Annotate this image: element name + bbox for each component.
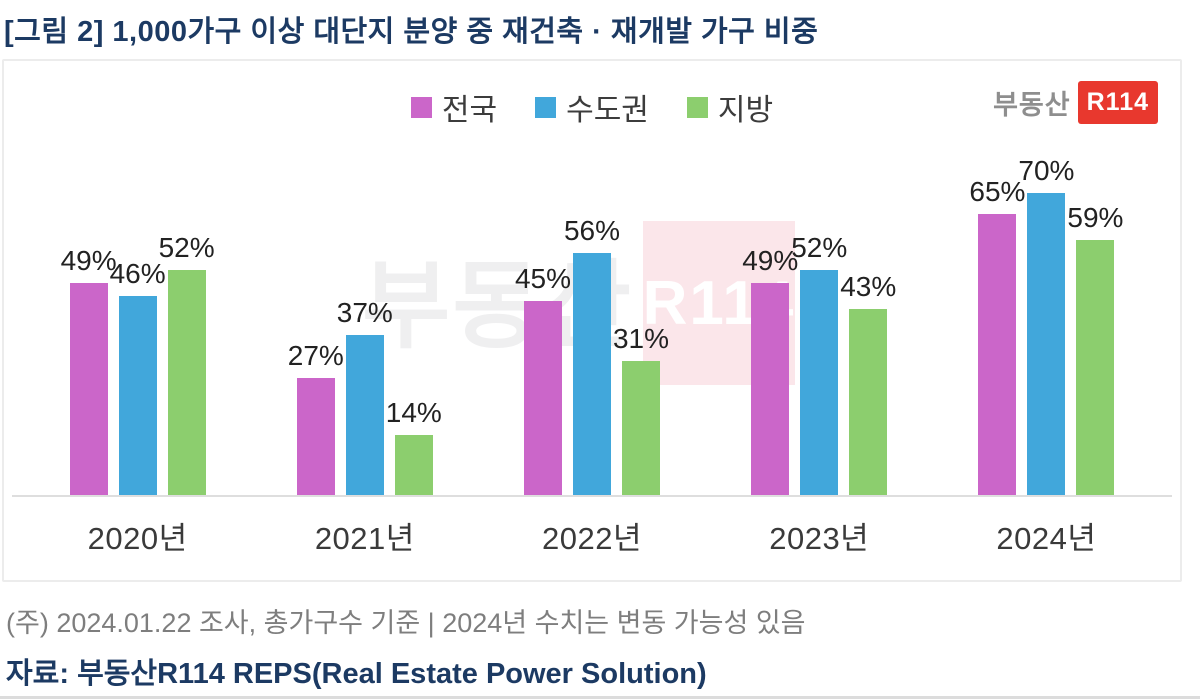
legend-label: 전국 [441,94,498,127]
bar-지방-2020년 [167,270,206,495]
bar-wrap: 45% [515,63,571,495]
brand-logo: 부동산 R114 [993,81,1158,124]
legend-item-1: 수도권 [535,85,649,129]
bar-수도권-2020년 [118,296,157,495]
bar-wrap: 70% [1018,63,1074,495]
x-axis-label-3: 2023년 [769,521,870,556]
bar-value-label: 43% [840,271,897,303]
bar-wrap: 37% [337,63,393,495]
bar-wrap: 14% [386,63,442,495]
legend-label: 지방 [717,94,774,127]
legend-item-0: 전국 [410,85,498,129]
bar-지방-2024년 [1076,240,1115,495]
legend-label: 수도권 [566,94,649,127]
bar-wrap: 27% [288,63,344,495]
bar-value-label: 46% [109,258,166,290]
bar-전국-2022년 [524,300,562,495]
bar-value-label: 27% [287,340,344,372]
brand-logo-text: 부동산 [993,90,1071,120]
x-axis-label-4: 2024년 [996,521,1097,556]
bar-wrap: 59% [1067,63,1123,495]
bar-group-2020년: 49% 46% 52% [24,63,251,495]
bar-수도권-2021년 [345,335,384,495]
bar-value-label: 45% [514,262,572,294]
bar-지방-2023년 [849,309,888,495]
chart-frame: 부동산 R114 전국 수도권 지방 부동산 R114 49% 46% 52% 27% 37… [2,59,1182,582]
bar-지방-2022년 [622,361,660,495]
bar-wrap: 49% [61,63,117,495]
bar-value-label: 49% [742,245,799,277]
bar-value-label: 56% [563,215,621,247]
bar-value-label: 37% [336,297,393,329]
bar-wrap: 56% [564,63,620,495]
bar-wrap: 52% [791,63,847,495]
bar-수도권-2023년 [800,270,839,495]
bar-group-2021년: 27% 37% 14% [251,63,478,495]
bar-전국-2021년 [296,378,335,495]
bar-wrap: 49% [742,63,798,495]
x-axis-line [12,495,1172,497]
bar-전국-2023년 [751,283,790,495]
legend-swatch-icon [535,96,557,118]
bar-value-label: 52% [158,232,215,264]
bar-value-label: 52% [791,232,848,264]
bar-group-2023년: 49% 52% 43% [706,63,933,495]
source-line: 자료: 부동산R114 REPS(Real Estate Power Solut… [6,658,707,690]
bar-wrap: 52% [159,63,215,495]
bar-전국-2020년 [69,283,108,495]
bottom-divider [0,696,1200,699]
plot-area: 49% 46% 52% 27% 37% 14% 45% 56% 31% 49% 52% 43% 65% 7… [24,63,1160,495]
x-axis-labels: 2020년 2021년 2022년 2023년 2024년 [24,513,1160,558]
legend-item-2: 지방 [686,85,774,129]
bar-wrap: 43% [840,63,896,495]
legend-swatch-icon [410,96,432,118]
bar-value-label: 14% [385,396,442,428]
bar-value-label: 59% [1067,202,1124,234]
bar-수도권-2024년 [1027,192,1066,495]
bar-수도권-2022년 [573,253,611,495]
footnote: (주) 2024.01.22 조사, 총가구수 기준 | 2024년 수치는 변… [6,608,806,638]
page-title: [그림 2] 1,000가구 이상 대단지 분양 중 재건축 · 재개발 가구 … [4,16,819,48]
legend-swatch-icon [686,96,708,118]
x-axis-label-0: 2020년 [87,521,188,556]
x-axis-label-2: 2022년 [542,521,642,556]
bar-전국-2024년 [978,214,1017,495]
bar-value-label: 65% [969,176,1026,208]
x-axis-label-1: 2021년 [314,521,415,556]
bar-value-label: 49% [60,245,117,277]
bar-group-2024년: 65% 70% 59% [933,63,1160,495]
bar-value-label: 70% [1018,154,1075,186]
bar-wrap: 31% [613,63,669,495]
bar-group-2022년: 45% 56% 31% [478,63,705,495]
brand-logo-badge: R114 [1077,81,1158,124]
bar-wrap: 65% [969,63,1025,495]
bar-value-label: 31% [612,323,670,355]
bar-지방-2021년 [394,434,433,495]
bar-wrap: 46% [110,63,166,495]
chart-legend: 전국 수도권 지방 [4,85,1180,129]
